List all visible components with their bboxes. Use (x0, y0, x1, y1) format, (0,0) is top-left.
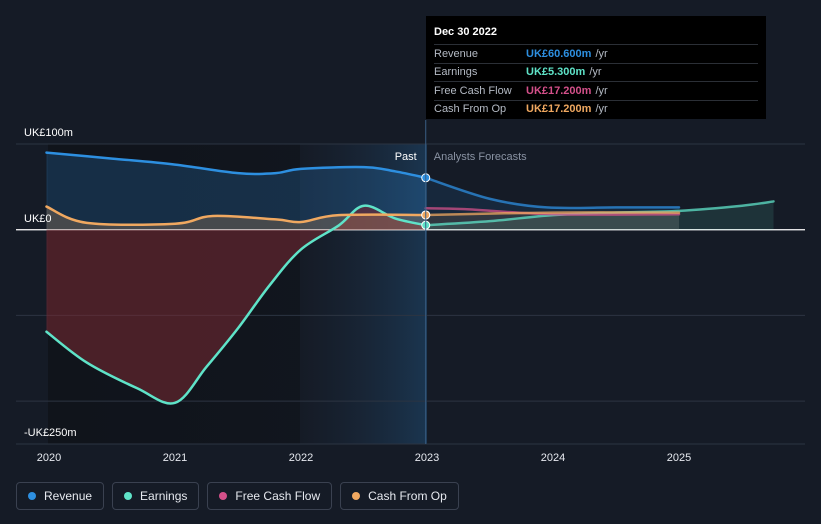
past-highlight-region (300, 144, 427, 444)
tooltip-value: UK£17.200m (526, 103, 592, 116)
revenue-forecast-line (424, 176, 681, 210)
tooltip-row-cash-from-op: Cash From Op UK£17.200m /yr (434, 99, 758, 119)
tooltip-row-revenue: Revenue UK£60.600m /yr (434, 44, 758, 63)
legend-item-earnings[interactable]: Earnings (112, 482, 200, 510)
tooltip-value: UK£60.600m (526, 47, 592, 60)
tooltip-value: UK£5.300m (526, 66, 586, 79)
tooltip: Dec 30 2022 Revenue UK£60.600m /yr Earni… (426, 16, 766, 119)
tooltip-row-earnings: Earnings UK£5.300m /yr (434, 62, 758, 82)
legend-dot-icon (124, 492, 133, 500)
series-lines (45, 151, 775, 405)
cash-from-op-forecast-line (424, 211, 681, 217)
series-areas (46, 152, 774, 404)
x-tick-label: 2024 (541, 452, 565, 464)
legend: Revenue Earnings Free Cash Flow Cash Fro… (16, 482, 459, 510)
legend-item-cash-from-op[interactable]: Cash From Op (340, 482, 459, 510)
cash-from-op-line (45, 205, 427, 227)
legend-dot-icon (28, 492, 36, 500)
tooltip-unit: /yr (595, 84, 608, 97)
past-label: Past (395, 151, 417, 163)
legend-dot-icon (219, 492, 228, 500)
y-label-zero: UK£0 (24, 213, 52, 225)
tooltip-name: Cash From Op (434, 103, 507, 116)
legend-dot-icon (352, 492, 361, 500)
legend-label: Earnings (140, 489, 188, 503)
cash-from-op-forecast-area (425, 212, 679, 230)
y-label-top: UK£100m (24, 127, 73, 139)
tooltip-unit: /yr (589, 66, 602, 79)
earnings-area (46, 205, 426, 404)
revenue-area (46, 152, 426, 230)
grid (16, 143, 805, 445)
legend-label: Revenue (44, 489, 93, 503)
revenue-line (45, 151, 427, 180)
forecast-label: Analysts Forecasts (434, 151, 527, 163)
x-axis-ticks: 2020 2021 2022 2023 2024 2025 (37, 452, 691, 464)
tooltip-value: UK£17.200m (526, 84, 592, 97)
x-tick-label: 2020 (37, 452, 61, 464)
x-tick-label: 2025 (667, 452, 691, 464)
earnings-line (45, 204, 427, 405)
legend-label: Free Cash Flow (235, 489, 321, 503)
tooltip-name: Revenue (434, 47, 479, 60)
tooltip-date: Dec 30 2022 (434, 26, 497, 38)
legend-item-revenue[interactable]: Revenue (16, 482, 105, 510)
tooltip-unit: /yr (595, 47, 608, 60)
x-tick-label: 2022 (289, 452, 313, 464)
tooltip-row-free-cash-flow: Free Cash Flow UK£17.200m /yr (434, 81, 758, 100)
legend-label: Cash From Op (368, 489, 447, 503)
legend-item-free-cash-flow[interactable]: Free Cash Flow (207, 482, 333, 510)
tooltip-name: Free Cash Flow (434, 84, 512, 97)
cash-from-op-area (46, 206, 426, 230)
revenue-forecast-area (425, 177, 679, 230)
y-label-bottom: -UK£250m (24, 427, 77, 439)
tooltip-name: Earnings (434, 66, 478, 79)
x-tick-label: 2021 (163, 452, 187, 464)
tooltip-unit: /yr (595, 103, 608, 116)
x-tick-label: 2023 (415, 452, 439, 464)
